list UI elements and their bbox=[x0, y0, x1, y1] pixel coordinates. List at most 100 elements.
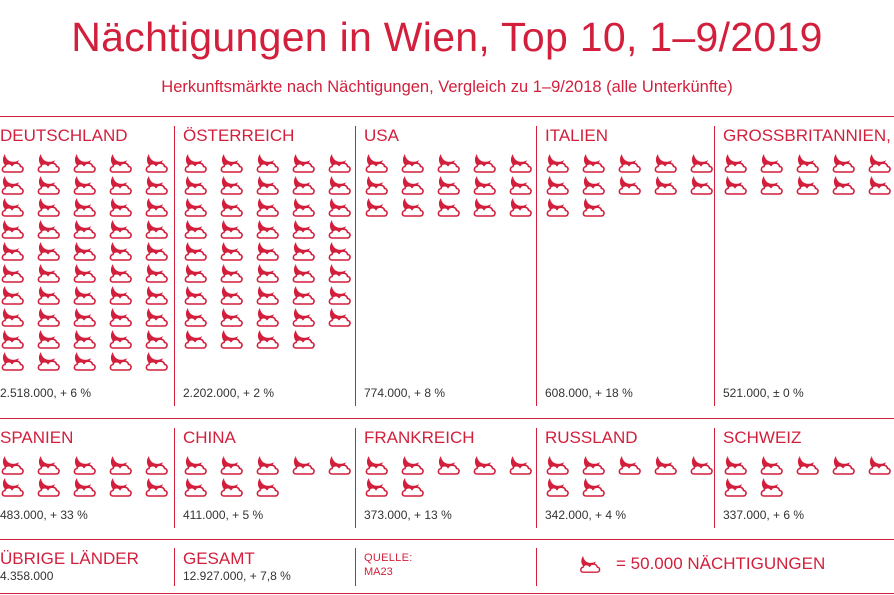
moon-cloud-icon bbox=[796, 176, 819, 195]
moon-cloud-icon bbox=[256, 330, 279, 349]
icon-group bbox=[545, 454, 713, 498]
source-value: MA23 bbox=[364, 566, 393, 578]
moon-cloud-icon bbox=[868, 176, 891, 195]
moon-cloud-icon bbox=[401, 154, 424, 173]
moon-cloud-icon bbox=[184, 242, 207, 261]
icon-group bbox=[183, 152, 353, 350]
moon-cloud-icon bbox=[690, 154, 713, 173]
moon-cloud-icon bbox=[109, 242, 132, 261]
moon-cloud-icon bbox=[220, 330, 243, 349]
moon-cloud-icon bbox=[145, 456, 168, 475]
legend-text: = 50.000 NÄCHTIGUNGEN bbox=[616, 554, 826, 573]
moon-cloud-icon bbox=[509, 456, 532, 475]
divider-col-7 bbox=[536, 428, 537, 528]
moon-cloud-icon bbox=[220, 176, 243, 195]
moon-cloud-icon bbox=[328, 220, 351, 239]
moon-cloud-icon bbox=[365, 478, 388, 497]
moon-cloud-icon bbox=[1, 330, 24, 349]
moon-cloud-icon bbox=[473, 154, 496, 173]
moon-cloud-icon bbox=[618, 456, 641, 475]
total-label: GESAMT bbox=[183, 549, 255, 568]
moon-cloud-icon bbox=[184, 286, 207, 305]
moon-cloud-icon bbox=[724, 456, 747, 475]
divider-col-1 bbox=[174, 126, 175, 406]
moon-cloud-icon bbox=[724, 176, 747, 195]
divider-middle bbox=[0, 418, 894, 419]
moon-cloud-icon bbox=[328, 176, 351, 195]
moon-cloud-icon bbox=[546, 176, 569, 195]
moon-cloud-icon bbox=[73, 330, 96, 349]
moon-cloud-icon bbox=[73, 478, 96, 497]
moon-cloud-icon bbox=[256, 220, 279, 239]
moon-cloud-icon bbox=[109, 176, 132, 195]
moon-cloud-icon bbox=[73, 264, 96, 283]
moon-cloud-icon bbox=[365, 176, 388, 195]
country-name: CHINA bbox=[183, 428, 236, 447]
moon-cloud-icon bbox=[292, 198, 315, 217]
moon-cloud-icon bbox=[109, 330, 132, 349]
moon-cloud-icon bbox=[760, 176, 783, 195]
country-name: SCHWEIZ bbox=[723, 428, 802, 447]
moon-cloud-icon bbox=[37, 176, 60, 195]
moon-cloud-icon bbox=[256, 242, 279, 261]
moon-cloud-icon bbox=[73, 198, 96, 217]
moon-cloud-icon bbox=[832, 456, 855, 475]
divider-col-2 bbox=[355, 126, 356, 406]
moon-cloud-icon bbox=[292, 176, 315, 195]
divider-bottom bbox=[0, 593, 894, 594]
moon-cloud-icon bbox=[256, 286, 279, 305]
moon-cloud-icon bbox=[73, 352, 96, 371]
country-name: DEUTSCHLAND bbox=[0, 126, 128, 145]
moon-cloud-icon bbox=[220, 198, 243, 217]
country-value: 774.000, + 8 % bbox=[364, 386, 446, 400]
moon-cloud-icon bbox=[184, 220, 207, 239]
icon-group bbox=[545, 152, 713, 218]
moon-cloud-icon bbox=[109, 264, 132, 283]
moon-cloud-icon bbox=[184, 330, 207, 349]
moon-cloud-icon bbox=[184, 308, 207, 327]
moon-cloud-icon bbox=[73, 286, 96, 305]
legend: = 50.000 NÄCHTIGUNGEN bbox=[578, 554, 825, 574]
moon-cloud-icon bbox=[220, 242, 243, 261]
moon-cloud-icon bbox=[73, 308, 96, 327]
moon-cloud-icon bbox=[37, 286, 60, 305]
country-name: ÖSTERREICH bbox=[183, 126, 295, 145]
moon-cloud-icon bbox=[724, 478, 747, 497]
moon-cloud-icon bbox=[145, 330, 168, 349]
moon-cloud-icon bbox=[546, 456, 569, 475]
moon-cloud-icon bbox=[473, 198, 496, 217]
moon-cloud-icon bbox=[509, 154, 532, 173]
icon-group bbox=[723, 152, 894, 196]
country-cell-italien: ITALIEN 608.000, + 18 % bbox=[545, 126, 713, 406]
moon-cloud-icon bbox=[292, 456, 315, 475]
moon-cloud-icon bbox=[220, 308, 243, 327]
moon-cloud-icon bbox=[184, 264, 207, 283]
moon-cloud-icon bbox=[401, 176, 424, 195]
moon-cloud-icon bbox=[37, 478, 60, 497]
moon-cloud-icon bbox=[473, 456, 496, 475]
moon-cloud-icon bbox=[109, 154, 132, 173]
moon-cloud-icon bbox=[1, 264, 24, 283]
moon-cloud-icon bbox=[1, 286, 24, 305]
moon-cloud-icon bbox=[184, 478, 207, 497]
country-value: 337.000, + 6 % bbox=[723, 508, 805, 522]
moon-cloud-icon bbox=[401, 478, 424, 497]
moon-cloud-icon bbox=[37, 264, 60, 283]
country-cell-schweiz: SCHWEIZ 337.000, + 6 % bbox=[723, 428, 894, 528]
moon-cloud-icon bbox=[690, 456, 713, 475]
moon-cloud-icon bbox=[37, 220, 60, 239]
moon-cloud-icon bbox=[256, 176, 279, 195]
moon-cloud-icon bbox=[145, 242, 168, 261]
moon-cloud-icon bbox=[365, 456, 388, 475]
moon-cloud-icon bbox=[184, 154, 207, 173]
moon-cloud-icon bbox=[437, 456, 460, 475]
moon-cloud-icon bbox=[256, 456, 279, 475]
divider-top bbox=[0, 116, 894, 117]
moon-cloud-icon bbox=[109, 286, 132, 305]
country-cell-russland: RUSSLAND 342.000, + 4 % bbox=[545, 428, 713, 528]
moon-cloud-icon bbox=[509, 198, 532, 217]
moon-cloud-icon bbox=[760, 456, 783, 475]
moon-cloud-icon bbox=[145, 198, 168, 217]
moon-cloud-icon bbox=[37, 242, 60, 261]
other-countries-label: ÜBRIGE LÄNDER bbox=[0, 549, 139, 568]
